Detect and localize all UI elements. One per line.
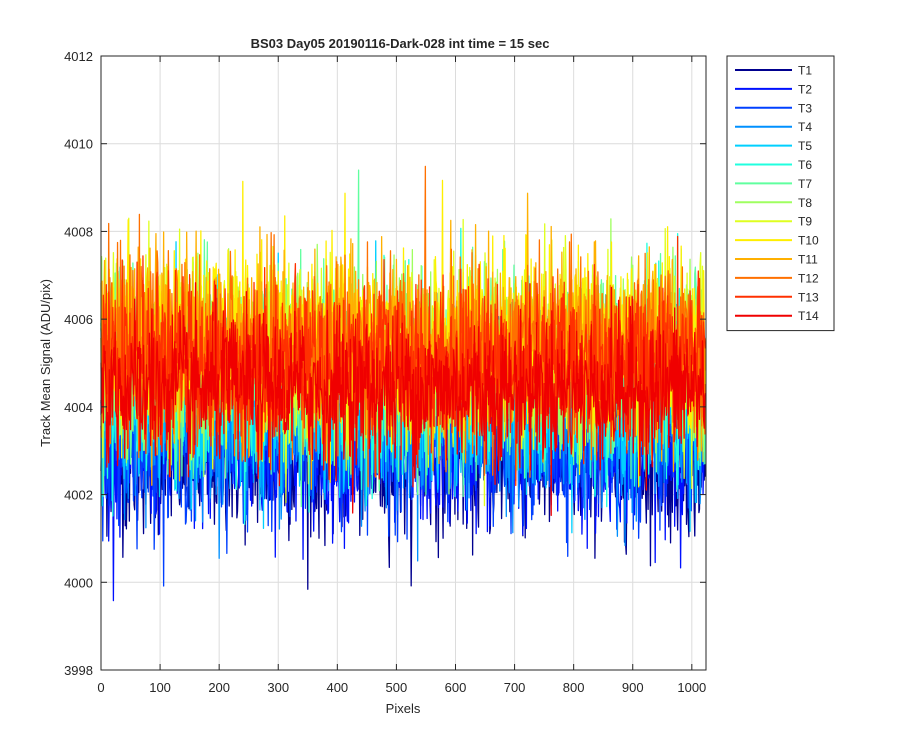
series-lines — [100, 165, 707, 602]
x-tick-label: 300 — [267, 680, 289, 695]
x-tick-label: 400 — [326, 680, 348, 695]
legend-label: T4 — [798, 120, 812, 134]
legend-label: T12 — [798, 271, 819, 285]
x-tick-label: 900 — [622, 680, 644, 695]
plot-frame — [100, 55, 707, 671]
legend-label: T6 — [798, 158, 812, 172]
legend-label: T14 — [798, 309, 819, 323]
x-tick-label: 0 — [97, 680, 104, 695]
legend-box — [726, 55, 835, 332]
x-tick-label: 800 — [563, 680, 585, 695]
chart-title: BS03 Day05 20190116-Dark-028 int time = … — [251, 36, 550, 51]
y-tick-label: 4010 — [64, 137, 93, 152]
series-line-t14 — [100, 282, 707, 517]
legend-label: T11 — [798, 253, 818, 267]
legend-label: T9 — [798, 215, 812, 229]
legend-label: T8 — [798, 196, 812, 210]
y-tick-label: 4006 — [64, 312, 93, 327]
y-axis-label: Track Mean Signal (ADU/pix) — [38, 279, 53, 447]
y-tick-label: 4012 — [64, 49, 93, 64]
y-tick-label: 4008 — [64, 224, 93, 239]
x-tick-label: 500 — [386, 680, 408, 695]
legend-label: T7 — [798, 177, 812, 191]
legend-label: T2 — [798, 82, 812, 96]
legend-label: T3 — [798, 101, 812, 115]
axis-ticks: 0 100 200 300 400 500 600 700 800 900 1000 3998 4000… — [64, 49, 706, 695]
y-tick-label: 3998 — [64, 663, 93, 678]
x-tick-label: 1000 — [677, 680, 706, 695]
y-tick-label: 4004 — [64, 400, 93, 415]
legend-label: T5 — [798, 139, 812, 153]
x-axis-label: Pixels — [386, 701, 421, 716]
y-tick-label: 4002 — [64, 488, 93, 503]
x-tick-label: 200 — [208, 680, 230, 695]
legend-label: T1 — [798, 64, 812, 78]
legend: T1 T2 T3 T4 T5 T6 T7 T8 T9 T10 T11 T12 T13 T14 — [726, 55, 835, 332]
legend-label: T13 — [798, 290, 819, 304]
legend-label: T10 — [798, 234, 819, 248]
y-tick-label: 4000 — [64, 575, 93, 590]
x-tick-label: 600 — [445, 680, 467, 695]
x-tick-label: 100 — [149, 680, 171, 695]
x-tick-label: 700 — [504, 680, 526, 695]
